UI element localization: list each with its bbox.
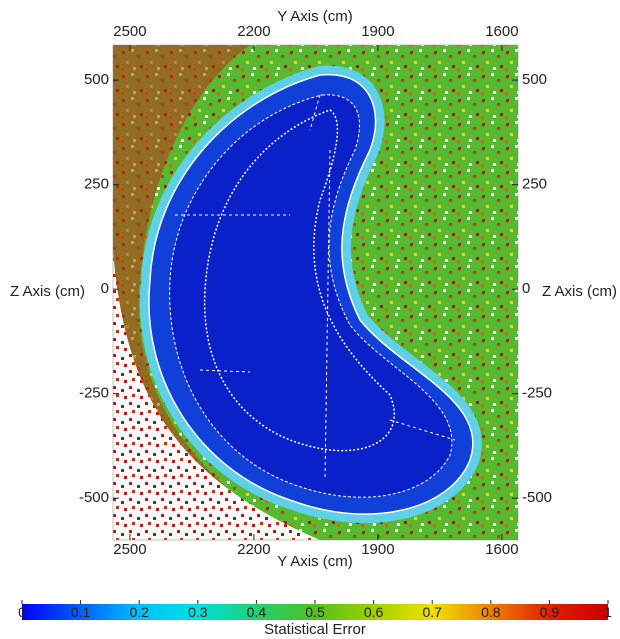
y-tick-label-left: -250 (79, 385, 109, 402)
colorbar-tick-label: 0 (18, 604, 26, 620)
vessel-lines (175, 94, 456, 481)
x-tick-label-top: 1600 (485, 23, 518, 40)
y-tick-label-right: 500 (522, 71, 547, 88)
x-tick-label-top: 2200 (237, 23, 270, 40)
colorbar-tick-label: 1 (604, 604, 612, 620)
field (113, 45, 518, 540)
x-tick-label-bottom: 2500 (113, 541, 146, 558)
colorbar-tick-label: 0.3 (188, 604, 208, 620)
colorbar-tick-label: 0.1 (71, 604, 91, 620)
y-tick-label-left: 500 (84, 71, 109, 88)
y-axis-label-right: Z Axis (cm) (542, 283, 617, 300)
y-tick-label-right: 250 (522, 176, 547, 193)
y-tick-label-left: 250 (84, 176, 109, 193)
colorbar-tick-label: 0.9 (540, 604, 560, 620)
plot-frame (112, 44, 519, 541)
y-tick-label-right: 0 (522, 280, 530, 297)
y-tick-label-right: -500 (522, 489, 552, 506)
colorbar-tick-label: 0.8 (481, 604, 501, 620)
x-tick-label-bottom: 2200 (237, 541, 270, 558)
y-tick-label-left: 0 (101, 280, 109, 297)
x-tick-label-bottom: 1600 (485, 541, 518, 558)
field-void (113, 250, 320, 540)
colorbar-tick-label: 0.2 (129, 604, 149, 620)
x-axis-label-top: Y Axis (cm) (277, 8, 353, 25)
x-tick-label-bottom: 1900 (361, 541, 394, 558)
y-tick-label-right: -250 (522, 385, 552, 402)
colorbar-tick-label: 0.4 (247, 604, 267, 620)
colorbar-tick-label: 0.7 (422, 604, 442, 620)
y-tick-label-left: -500 (79, 489, 109, 506)
colorbar (22, 604, 608, 620)
x-axis-label-bottom: Y Axis (cm) (277, 553, 353, 570)
y-axis-label-left: Z Axis (cm) (10, 283, 85, 300)
colorbar-label: Statistical Error (264, 621, 366, 634)
x-tick-label-top: 2500 (113, 23, 146, 40)
x-tick-label-top: 1900 (361, 23, 394, 40)
colorbar-tick-label: 0.6 (364, 604, 384, 620)
vessel-inner (169, 94, 453, 498)
colorbar-tick-label: 0.5 (305, 604, 325, 620)
